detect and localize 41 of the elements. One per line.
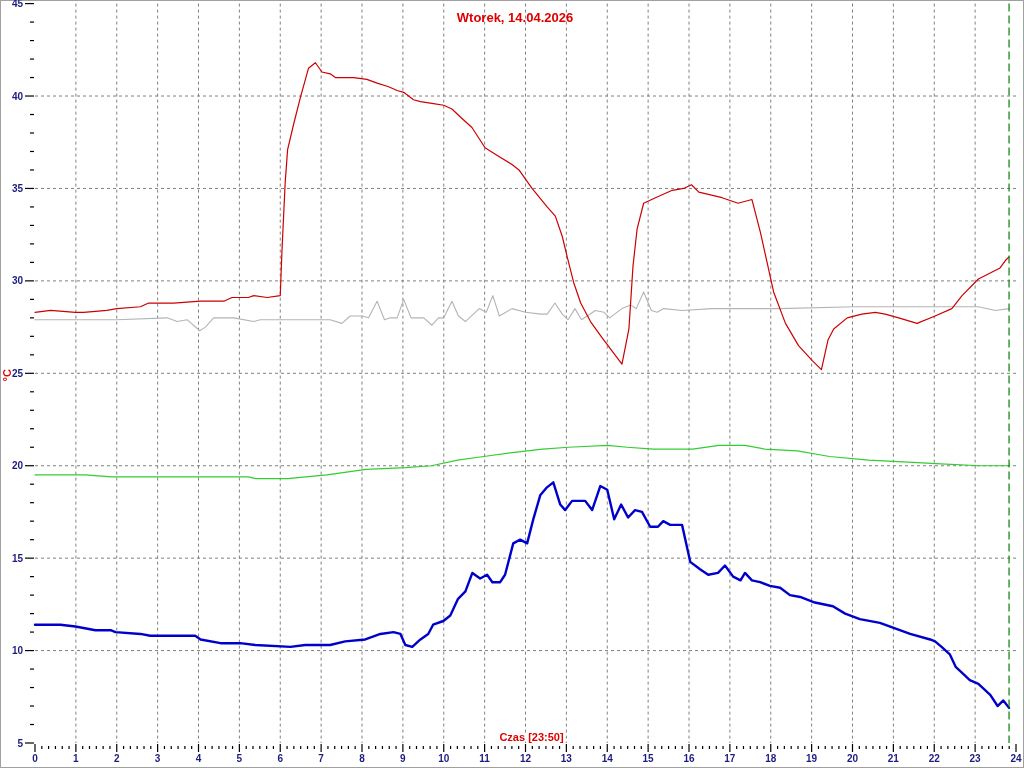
- y-tick-label: 20: [11, 460, 24, 472]
- x-tick-label: 14: [601, 753, 614, 764]
- x-tick-label: 24: [1010, 753, 1022, 764]
- line-series: [33, 481, 1011, 710]
- line-series: [34, 62, 1010, 371]
- y-tick-label: 45: [11, 0, 24, 10]
- y-axis-title: °C: [1, 369, 13, 382]
- x-tick-label: 2: [113, 753, 120, 764]
- x-tick-label: 3: [154, 753, 161, 764]
- x-tick-label: 22: [928, 753, 941, 764]
- y-tick-label: 10: [11, 645, 24, 657]
- y-tick-label: 30: [11, 275, 24, 287]
- line-series: [34, 291, 1010, 332]
- x-tick-label: 1: [73, 753, 80, 764]
- x-tick-label: 9: [400, 753, 407, 764]
- y-tick-label: 15: [11, 552, 24, 564]
- x-tick-label: 16: [683, 753, 695, 764]
- x-tick-label: 13: [560, 753, 573, 764]
- x-tick-label: 20: [846, 753, 859, 764]
- x-tick-label: 19: [806, 753, 818, 764]
- text: Wtorek, 14.04.2026: [456, 10, 574, 25]
- x-tick-label: 17: [724, 753, 736, 764]
- x-tick-label: 21: [887, 753, 900, 764]
- y-tick-label: 25: [11, 367, 24, 379]
- x-tick-label: 4: [195, 753, 202, 764]
- x-tick-label: 11: [479, 753, 491, 764]
- x-tick-label: 23: [969, 753, 982, 764]
- x-tick-label: 10: [438, 753, 450, 764]
- x-tick-label: 15: [642, 753, 655, 764]
- x-tick-label: 6: [277, 753, 284, 764]
- x-tick-label: 8: [359, 753, 366, 764]
- y-tick-label: 40: [11, 90, 24, 102]
- x-tick-label: 5: [236, 753, 243, 764]
- y-tick-label: 5: [17, 737, 24, 749]
- x-tick-label: 0: [32, 753, 39, 764]
- x-tick-label: 7: [318, 753, 325, 764]
- x-axis-title: Czas [23:50]: [499, 731, 564, 743]
- x-tick-label: 18: [765, 753, 777, 764]
- y-tick-label: 35: [11, 182, 24, 194]
- line-series: [34, 444, 1010, 480]
- x-tick-label: 12: [519, 753, 532, 764]
